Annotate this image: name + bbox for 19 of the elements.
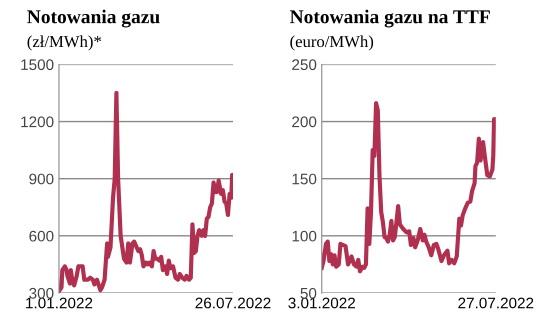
line-series — [322, 101, 496, 274]
y-tick-label: 300 — [29, 288, 54, 299]
y-tick-label: 1500 — [21, 59, 54, 70]
y-tick-label: 900 — [29, 174, 54, 184]
y-tick-label: 200 — [292, 116, 316, 128]
y-tick-label: 250 — [292, 59, 316, 70]
y-tick-label: 100 — [292, 230, 316, 242]
y-tick-label: 600 — [29, 230, 54, 242]
x-tick-label: 3.01.2022 — [288, 298, 355, 308]
y-tick-label: 1200 — [21, 116, 54, 128]
x-tick-label: 1.01.2022 — [26, 298, 92, 308]
chart-title: Notowania gazu — [27, 10, 160, 28]
y-tick-label: 150 — [292, 174, 316, 184]
chart-subtitle: (zł/MWh)* — [28, 35, 101, 51]
chart-title: Notowania gazu na TTF — [290, 10, 490, 28]
y-tick-label: 50 — [300, 288, 316, 299]
x-tick-label: 27.07.2022 — [458, 298, 534, 308]
x-tick-label: 26.07.2022 — [196, 298, 270, 308]
chart-subtitle: (euro/MWh) — [290, 35, 374, 51]
